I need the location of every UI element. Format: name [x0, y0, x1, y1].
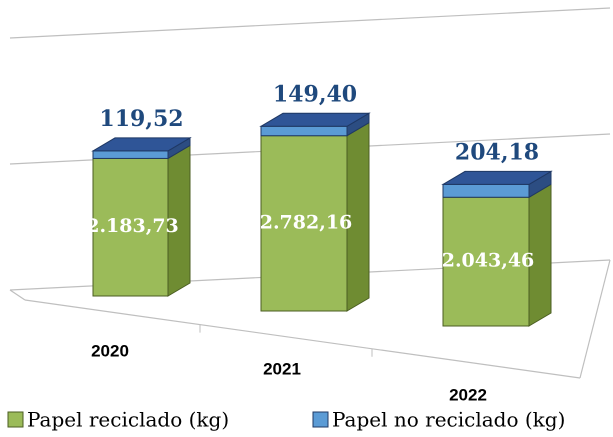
bar-top	[441, 170, 553, 185]
floor-edge	[9, 289, 26, 301]
bar	[442, 196, 530, 327]
legend-swatch	[312, 411, 329, 428]
bar	[92, 157, 169, 297]
x-tick-label: 2020	[91, 341, 129, 360]
grid-line	[9, 7, 611, 39]
value-label: 119,52	[99, 106, 183, 132]
bar-top	[91, 137, 192, 152]
value-label: 2.043,46	[442, 250, 535, 272]
value-label: 204,18	[455, 139, 539, 165]
legend-swatch	[7, 411, 24, 428]
bar	[260, 135, 348, 312]
value-label: 2.183,73	[86, 215, 179, 237]
value-label: 2.782,16	[260, 211, 353, 233]
x-tick-label: 2022	[449, 385, 487, 404]
bar-top	[259, 112, 371, 127]
value-label: 149,40	[273, 81, 357, 107]
legend-label: Papel no reciclado (kg)	[332, 408, 565, 432]
bar	[92, 150, 169, 159]
legend-label: Papel reciclado (kg)	[27, 408, 229, 432]
floor-edge	[24, 299, 581, 379]
bar	[260, 125, 348, 137]
x-tick-label: 2021	[263, 359, 301, 378]
bar	[442, 183, 530, 198]
floor-edge	[579, 259, 611, 379]
